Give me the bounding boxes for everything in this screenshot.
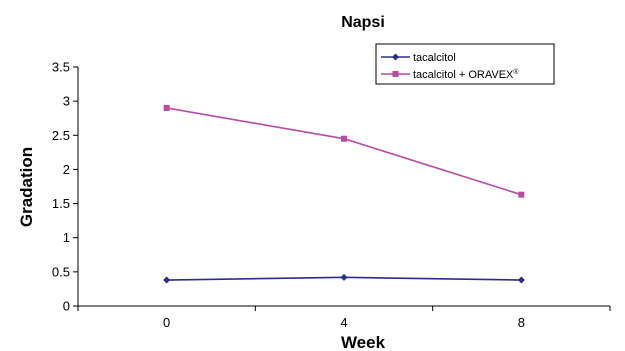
legend-swatch-marker <box>392 71 399 77</box>
legend-label: tacalcitol <box>413 52 456 64</box>
y-tick-label: 1 <box>63 230 70 245</box>
x-tick-label: 8 <box>518 315 525 330</box>
series-2 <box>163 104 525 198</box>
series-line <box>166 107 522 196</box>
legend-item-2: tacalcitol + ORAVEX® <box>381 68 519 81</box>
y-axis-label: Gradation <box>17 147 36 227</box>
legend-label-superscript: ® <box>513 68 519 76</box>
x-tick-label: 4 <box>340 315 347 330</box>
chart-title: Napsi <box>341 14 385 31</box>
data-point <box>518 191 525 198</box>
x-tick-label: 0 <box>163 315 170 330</box>
data-point <box>517 276 525 284</box>
y-tick-label: 0.5 <box>52 264 70 279</box>
y-tick-label: 2 <box>63 162 70 177</box>
y-tick-label: 0 <box>63 299 70 314</box>
y-tick-label: 3 <box>63 94 70 109</box>
legend-swatch-marker <box>392 53 399 61</box>
y-axis-ticks: 0 0.5 1 1.5 2 2.5 3 3.5 <box>52 60 78 314</box>
data-point <box>163 276 171 284</box>
data-point <box>341 135 347 142</box>
legend-item-1: tacalcitol <box>381 52 456 64</box>
series-layer <box>163 104 525 284</box>
y-tick-label: 2.5 <box>52 128 70 143</box>
x-axis-ticks: 0 4 8 <box>77 306 611 330</box>
legend-box <box>375 43 555 85</box>
data-point <box>340 273 348 281</box>
series-1 <box>163 273 525 284</box>
axes <box>77 67 610 307</box>
x-axis-label: Week <box>341 333 386 351</box>
data-point <box>163 104 170 111</box>
legend-label: tacalcitol + ORAVEX® <box>413 68 519 81</box>
legend: tacalcitol tacalcitol + ORAVEX® <box>375 43 555 85</box>
y-tick-label: 1.5 <box>52 196 70 211</box>
y-tick-label: 3.5 <box>52 60 70 75</box>
